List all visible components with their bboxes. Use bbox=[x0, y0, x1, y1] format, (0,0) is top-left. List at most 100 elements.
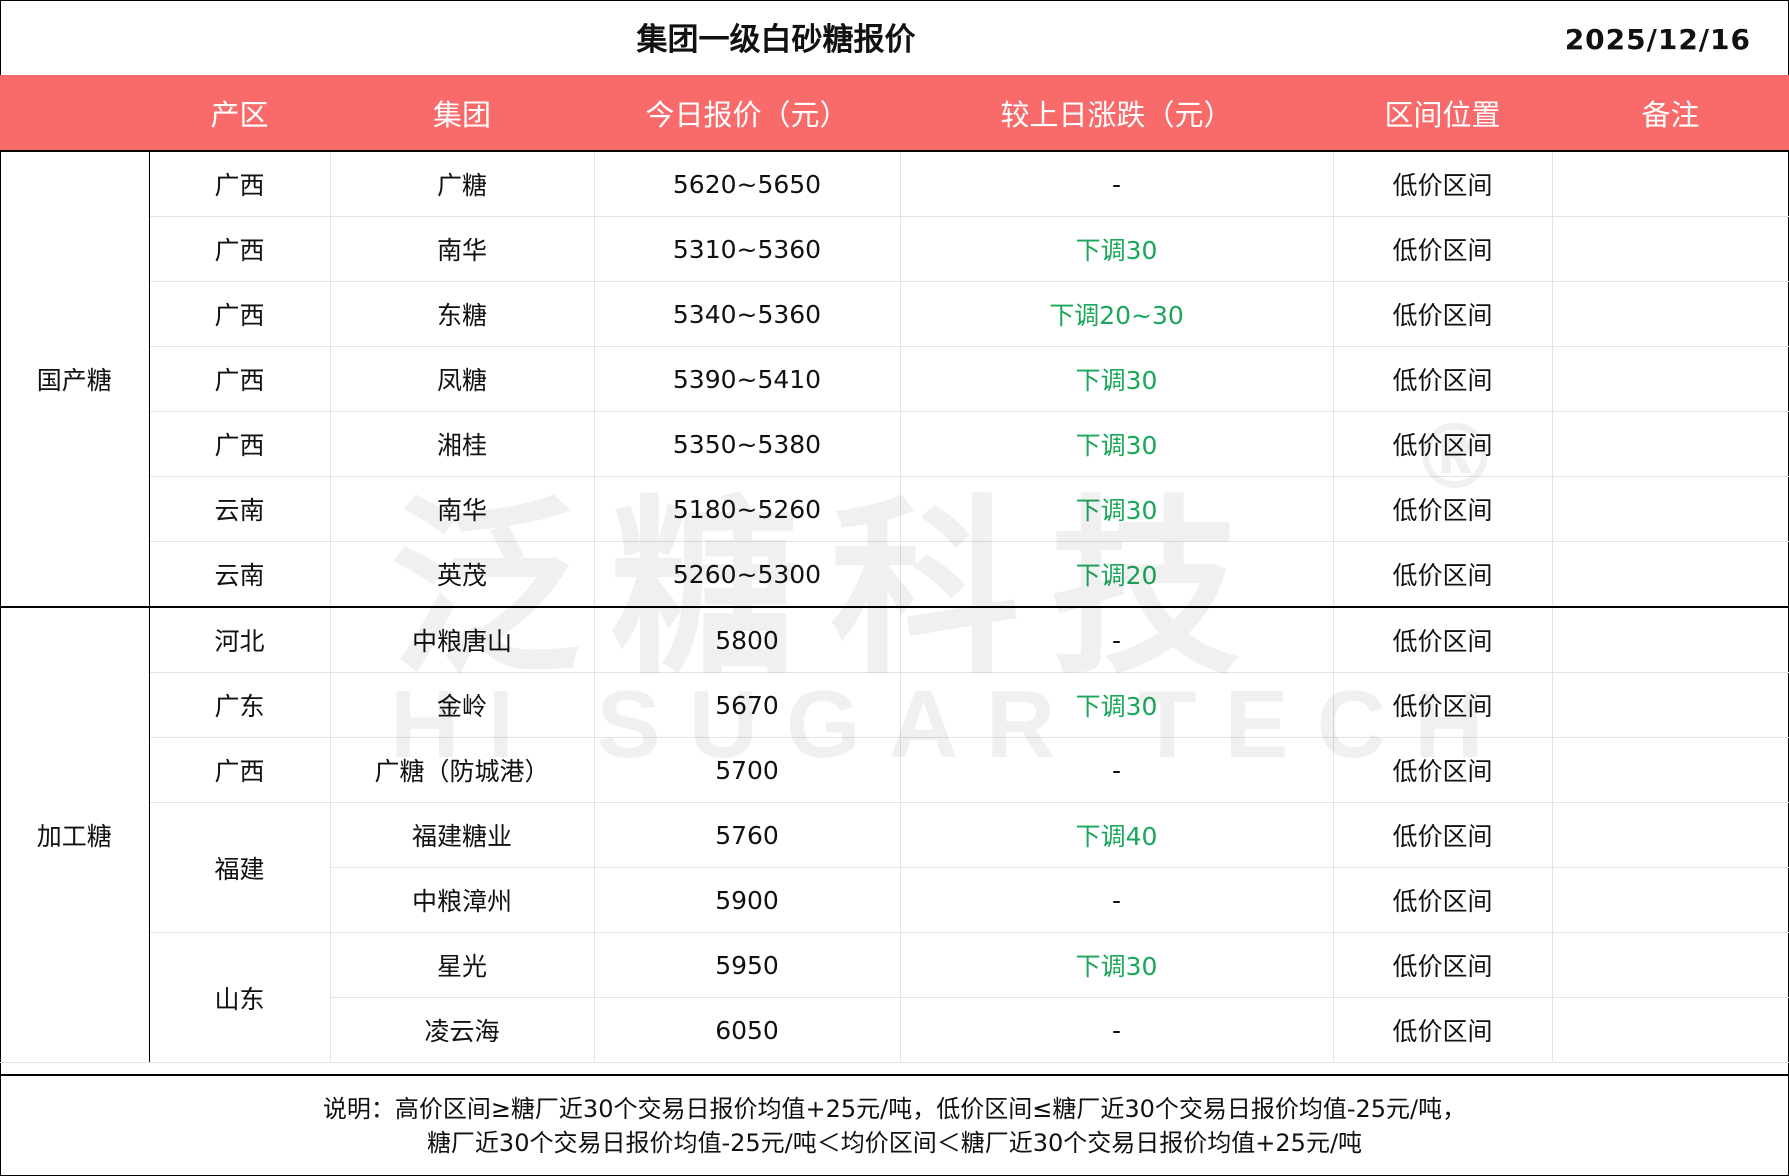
header-note: 备注 bbox=[1552, 75, 1789, 152]
region-cell: 广西 bbox=[148, 737, 331, 803]
price-cell: 5800 bbox=[593, 606, 901, 673]
note-cell bbox=[1551, 150, 1789, 217]
group-cell: 东糖 bbox=[329, 281, 595, 347]
position-cell: 低价区间 bbox=[1332, 541, 1553, 608]
change-cell: - bbox=[899, 737, 1334, 803]
region-cell: 福建 bbox=[148, 802, 331, 933]
position-cell: 低价区间 bbox=[1332, 606, 1553, 673]
table-row: 广西 东糖 5340~5360 下调20~30 低价区间 bbox=[0, 281, 1789, 347]
price-cell: 5670 bbox=[593, 672, 901, 738]
price-cell: 5700 bbox=[593, 737, 901, 803]
page-title: 集团一级白砂糖报价 bbox=[636, 22, 916, 58]
region-cell: 广西 bbox=[148, 411, 331, 477]
group-cell: 凌云海 bbox=[329, 997, 595, 1063]
header-group: 集团 bbox=[330, 75, 594, 152]
category-cell: 国产糖 bbox=[0, 150, 150, 608]
position-cell: 低价区间 bbox=[1332, 867, 1553, 933]
change-cell: 下调30 bbox=[899, 216, 1334, 282]
region-cell: 山东 bbox=[148, 932, 331, 1063]
change-cell: 下调40 bbox=[899, 802, 1334, 868]
group-cell: 中粮唐山 bbox=[329, 606, 595, 673]
header-row: 产区 集团 今日报价（元） 较上日涨跌（元） 区间位置 备注 bbox=[0, 75, 1789, 152]
note-cell bbox=[1551, 281, 1789, 347]
note-cell bbox=[1551, 997, 1789, 1063]
region-cell: 云南 bbox=[148, 541, 331, 608]
header-change: 较上日涨跌（元） bbox=[900, 75, 1333, 152]
table-row: 广西 广糖（防城港） 5700- 低价区间 bbox=[0, 737, 1789, 803]
change-cell: - bbox=[899, 606, 1334, 673]
header-position: 区间位置 bbox=[1333, 75, 1552, 152]
table-row: 广西 凤糖 5390~5410 下调30 低价区间 bbox=[0, 346, 1789, 412]
change-cell: - bbox=[899, 150, 1334, 217]
table-row: 加工糖 河北 中粮唐山 5800- 低价区间 bbox=[0, 606, 1789, 1063]
note-cell bbox=[1551, 737, 1789, 803]
region-cell: 云南 bbox=[148, 476, 331, 542]
note-cell bbox=[1551, 411, 1789, 477]
region-cell: 广东 bbox=[148, 672, 331, 738]
note-cell bbox=[1551, 672, 1789, 738]
table-row: 国产糖 广西 广糖 5620~5650- 低价区间 bbox=[0, 150, 1789, 608]
region-cell: 河北 bbox=[148, 606, 331, 673]
group-cell: 湘桂 bbox=[329, 411, 595, 477]
position-cell: 低价区间 bbox=[1332, 346, 1553, 412]
header-category bbox=[0, 75, 149, 152]
change-cell: 下调30 bbox=[899, 346, 1334, 412]
header-price: 今日报价（元） bbox=[594, 75, 900, 152]
group-cell: 中粮漳州 bbox=[329, 867, 595, 933]
change-cell: 下调30 bbox=[899, 932, 1334, 998]
change-cell: 下调20 bbox=[899, 541, 1334, 608]
position-cell: 低价区间 bbox=[1332, 997, 1553, 1063]
note-cell bbox=[1551, 606, 1789, 673]
change-cell: - bbox=[899, 997, 1334, 1063]
group-cell: 英茂 bbox=[329, 541, 595, 608]
change-cell: 下调20~30 bbox=[899, 281, 1334, 347]
price-cell: 5620~5650 bbox=[593, 150, 901, 217]
table-row: 山东 星光 5950 下调30 低价区间 bbox=[0, 932, 1789, 1063]
table-row: 云南 南华 5180~5260 下调30 低价区间 bbox=[0, 476, 1789, 542]
table-row: 广东 金岭 5670 下调30 低价区间 bbox=[0, 672, 1789, 738]
position-cell: 低价区间 bbox=[1332, 411, 1553, 477]
position-cell: 低价区间 bbox=[1332, 802, 1553, 868]
note-cell bbox=[1551, 802, 1789, 868]
note-cell bbox=[1551, 216, 1789, 282]
price-cell: 5390~5410 bbox=[593, 346, 901, 412]
price-cell: 5310~5360 bbox=[593, 216, 901, 282]
header-region: 产区 bbox=[149, 75, 330, 152]
price-cell: 5900 bbox=[593, 867, 901, 933]
footer-line-2: 糖厂近30个交易日报价均值-25元/吨＜均价区间＜糖厂近30个交易日报价均值+2… bbox=[426, 1129, 1363, 1157]
table-row: 广西 湘桂 5350~5380 下调30 低价区间 bbox=[0, 411, 1789, 477]
price-cell: 5350~5380 bbox=[593, 411, 901, 477]
price-cell: 5180~5260 bbox=[593, 476, 901, 542]
price-cell: 5760 bbox=[593, 802, 901, 868]
price-cell: 5260~5300 bbox=[593, 541, 901, 608]
position-cell: 低价区间 bbox=[1332, 150, 1553, 217]
change-cell: 下调30 bbox=[899, 672, 1334, 738]
region-cell: 广西 bbox=[148, 150, 331, 217]
position-cell: 低价区间 bbox=[1332, 932, 1553, 998]
report-date: 2025/12/16 bbox=[1564, 23, 1751, 56]
change-cell: 下调30 bbox=[899, 476, 1334, 542]
position-cell: 低价区间 bbox=[1332, 737, 1553, 803]
region-cell: 广西 bbox=[148, 216, 331, 282]
group-cell: 星光 bbox=[329, 932, 595, 998]
position-cell: 低价区间 bbox=[1332, 672, 1553, 738]
table-row: 凌云海 6050- 低价区间 bbox=[0, 997, 1789, 1063]
footer-line-1: 说明：高价区间≥糖厂近30个交易日报价均值+25元/吨，低价区间≤糖厂近30个交… bbox=[322, 1095, 1467, 1123]
note-cell bbox=[1551, 867, 1789, 933]
position-cell: 低价区间 bbox=[1332, 216, 1553, 282]
category-cell: 加工糖 bbox=[0, 606, 150, 1063]
price-cell: 6050 bbox=[593, 997, 901, 1063]
note-cell bbox=[1551, 346, 1789, 412]
group-cell: 广糖（防城港） bbox=[329, 737, 595, 803]
group-cell: 金岭 bbox=[329, 672, 595, 738]
group-cell: 福建糖业 bbox=[329, 802, 595, 868]
group-cell: 凤糖 bbox=[329, 346, 595, 412]
footer-note: 说明：高价区间≥糖厂近30个交易日报价均值+25元/吨，低价区间≤糖厂近30个交… bbox=[0, 1074, 1789, 1175]
table-row: 福建 福建糖业 5760 下调40 低价区间 bbox=[0, 802, 1789, 933]
region-cell: 广西 bbox=[148, 281, 331, 347]
note-cell bbox=[1551, 476, 1789, 542]
position-cell: 低价区间 bbox=[1332, 281, 1553, 347]
change-cell: - bbox=[899, 867, 1334, 933]
group-cell: 南华 bbox=[329, 476, 595, 542]
change-cell: 下调30 bbox=[899, 411, 1334, 477]
